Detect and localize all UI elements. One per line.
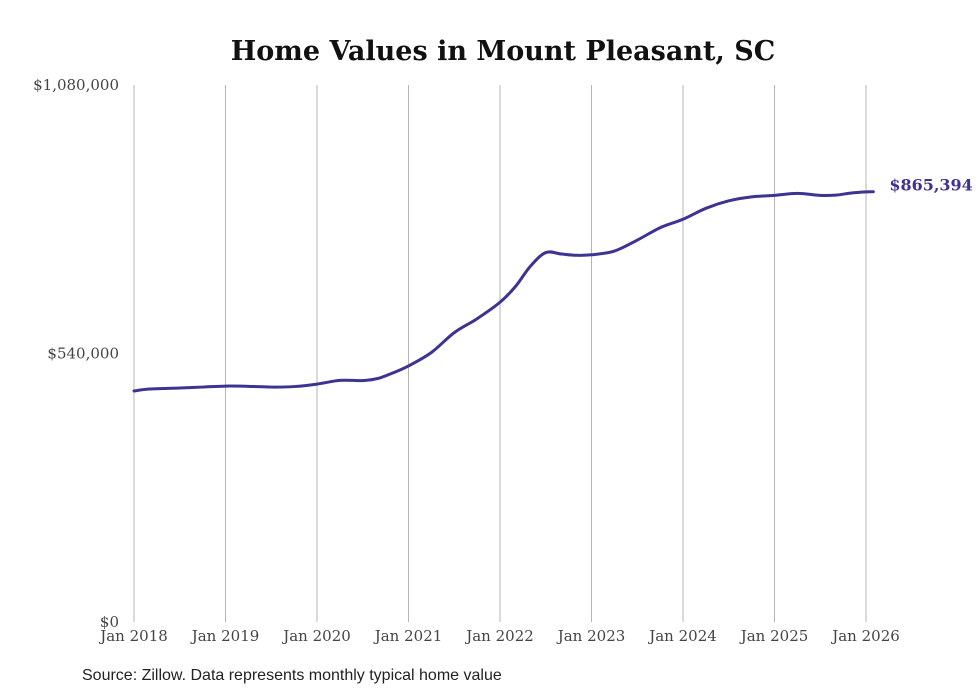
series-line-home-value: [132, 190, 875, 393]
x-tick-label: Jan 2023: [556, 627, 626, 645]
y-tick-label: $0: [100, 613, 119, 631]
gridlines: [133, 85, 867, 622]
x-axis-ticks: Jan 2018 Jan 2019 Jan 2020 Jan 2021 Jan 2022…: [98, 627, 900, 645]
x-tick-label: Jan 2022: [464, 627, 534, 645]
x-tick-label: Jan 2019: [190, 627, 260, 645]
source-note: Source: Zillow. Data represents monthly …: [82, 667, 502, 684]
y-axis-ticks: $0 $540,000 $1,080,000: [33, 76, 119, 631]
y-tick-label: $1,080,000: [33, 76, 119, 94]
chart-title: Home Values in Mount Pleasant, SC: [231, 36, 775, 67]
x-tick-label: Jan 2026: [830, 627, 900, 645]
x-tick-label: Jan 2020: [281, 627, 351, 645]
y-tick-label: $540,000: [47, 345, 119, 363]
end-value-label: $865,394: [889, 176, 973, 195]
x-tick-label: Jan 2018: [98, 627, 168, 645]
x-tick-label: Jan 2025: [739, 627, 809, 645]
x-tick-label: Jan 2024: [647, 627, 717, 645]
x-tick-label: Jan 2021: [373, 627, 443, 645]
